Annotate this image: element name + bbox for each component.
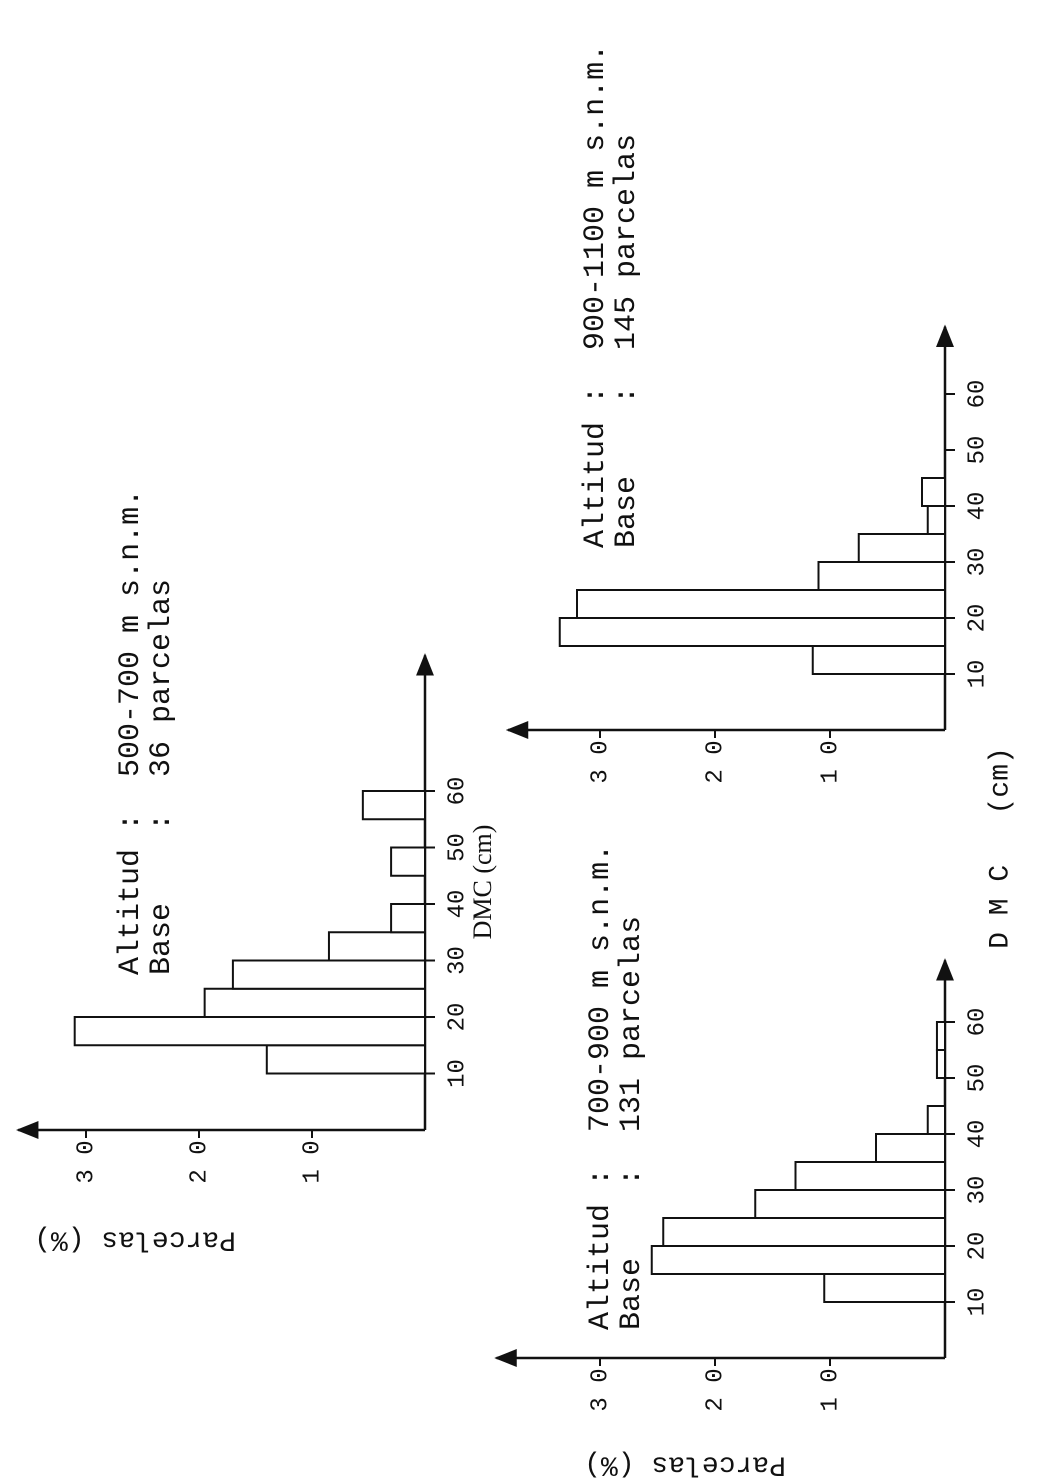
histogram-chart: 10 20 30 40 50 60 1 0 2 0 3 0 Altitud : 700-900 m… — [494, 844, 991, 1480]
x-tick-label: 20 — [444, 1003, 471, 1032]
bar — [361, 790, 426, 821]
x-tick-label: 30 — [444, 946, 471, 975]
annotation: Altitud : 500-700 m s.n.m. — [114, 489, 148, 975]
bar — [926, 1105, 946, 1135]
bar — [650, 1245, 946, 1275]
histogram-chart: 10 20 30 40 50 60 1 0 2 0 3 0 Altitud : 900-1100 … — [505, 44, 1016, 949]
bar — [823, 1273, 946, 1303]
x-tick-label: 40 — [964, 492, 991, 521]
x-tick-label: 20 — [964, 1232, 991, 1261]
x-tick-label: 30 — [964, 1176, 991, 1205]
bar — [794, 1161, 946, 1191]
y-tick-label: 1 0 — [817, 740, 844, 783]
y-axis-label: Parcelas (%) — [34, 1224, 236, 1255]
x-axis-label: DMC (cm) — [468, 825, 497, 940]
x-tick-label: 30 — [964, 548, 991, 577]
x-tick-label: 50 — [964, 436, 991, 465]
bar — [921, 477, 946, 507]
annotation: Altitud : 700-900 m s.n.m. — [584, 844, 618, 1330]
x-tick-label: 60 — [964, 1008, 991, 1037]
annotation: Base : 145 parcelas — [610, 134, 644, 548]
bar — [926, 505, 946, 535]
bar — [73, 1016, 426, 1047]
x-tick-label: 60 — [444, 777, 471, 806]
bar — [817, 561, 946, 591]
x-axis-label: D M C (cm) — [985, 747, 1016, 949]
bar — [875, 1133, 946, 1163]
x-tick-label: 10 — [964, 660, 991, 689]
x-tick-label: 10 — [444, 1059, 471, 1088]
x-tick-label: 20 — [964, 604, 991, 633]
bar — [811, 645, 946, 675]
y-tick-label: 1 0 — [299, 1140, 326, 1183]
bar — [935, 1049, 946, 1079]
x-tick-label: 50 — [444, 833, 471, 862]
bar — [576, 589, 946, 619]
bar — [935, 1021, 946, 1051]
bar — [662, 1217, 946, 1247]
y-tick-label: 3 0 — [587, 1368, 614, 1411]
annotation: Base : 36 parcelas — [145, 579, 179, 975]
bar — [265, 1044, 426, 1075]
y-tick-label: 1 0 — [817, 1368, 844, 1411]
bar — [857, 533, 946, 563]
bar — [203, 987, 426, 1018]
annotation: Altitud : 900-1100 m s.n.m. — [579, 44, 613, 548]
y-tick-label: 3 0 — [587, 740, 614, 783]
bar — [390, 846, 426, 877]
x-tick-label: 40 — [964, 1120, 991, 1149]
bar — [327, 931, 426, 962]
y-tick-label: 2 0 — [702, 1368, 729, 1411]
x-tick-label: 40 — [444, 890, 471, 919]
y-axis-label: Parcelas (%) — [584, 1449, 786, 1480]
bar — [390, 903, 426, 934]
x-tick-label: 60 — [964, 380, 991, 409]
x-tick-label: 50 — [964, 1064, 991, 1093]
y-tick-label: 3 0 — [73, 1140, 100, 1183]
bar — [231, 959, 426, 990]
y-tick-label: 2 0 — [186, 1140, 213, 1183]
annotation: Base : 131 parcelas — [615, 916, 649, 1330]
histogram-chart: 10 20 30 40 50 60 1 0 2 0 3 0 Altitud : 500-700 m… — [15, 489, 497, 1255]
bar — [558, 617, 946, 647]
bar — [754, 1189, 946, 1219]
x-tick-label: 10 — [964, 1288, 991, 1317]
y-tick-label: 2 0 — [702, 740, 729, 783]
